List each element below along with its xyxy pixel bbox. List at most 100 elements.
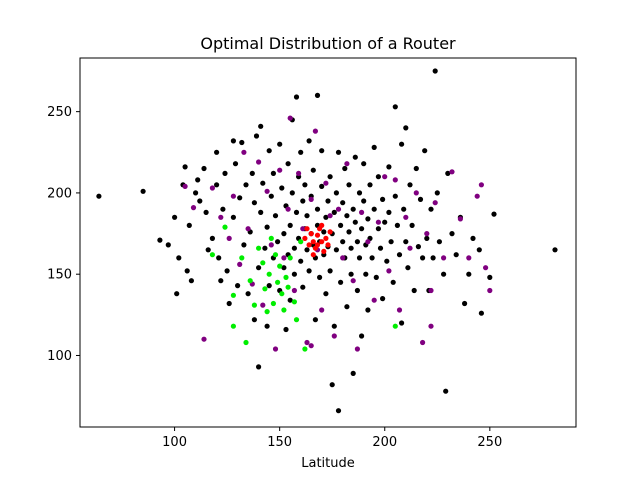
- data-point: [289, 190, 295, 196]
- data-point: [277, 167, 283, 173]
- data-point: [241, 149, 247, 155]
- data-point: [300, 198, 306, 204]
- data-point: [308, 196, 314, 202]
- data-point: [420, 339, 426, 346]
- data-point: [432, 200, 438, 206]
- data-point: [449, 169, 455, 175]
- data-point: [308, 231, 314, 237]
- data-point: [443, 388, 449, 394]
- data-point: [327, 268, 333, 274]
- data-point: [312, 317, 318, 323]
- data-point: [386, 164, 392, 170]
- data-point: [193, 190, 199, 196]
- data-point: [333, 247, 339, 253]
- data-point: [283, 274, 289, 280]
- data-point: [457, 216, 463, 222]
- data-point: [230, 323, 236, 329]
- data-point: [218, 214, 224, 220]
- data-point: [266, 283, 272, 289]
- data-point: [291, 271, 297, 277]
- data-point: [386, 268, 392, 274]
- data-point: [247, 278, 253, 284]
- data-point: [304, 226, 310, 232]
- data-point: [188, 278, 194, 284]
- data-point: [399, 141, 405, 147]
- data-point: [296, 170, 302, 176]
- data-point: [157, 237, 163, 243]
- data-point: [235, 283, 241, 289]
- data-point: [302, 182, 308, 188]
- data-point: [184, 268, 190, 274]
- data-point: [487, 274, 493, 280]
- data-point: [411, 287, 417, 294]
- data-point: [415, 244, 421, 250]
- data-point: [476, 247, 482, 253]
- data-point: [256, 245, 262, 251]
- data-point: [371, 206, 377, 212]
- x-tick-label: 200: [372, 435, 397, 450]
- data-point: [268, 242, 274, 248]
- data-point: [352, 219, 358, 225]
- data-point: [392, 323, 398, 329]
- data-point: [251, 302, 257, 308]
- data-point: [331, 209, 337, 215]
- data-point: [487, 287, 493, 294]
- data-point: [209, 252, 215, 258]
- data-point: [241, 242, 247, 248]
- data-point: [302, 346, 308, 352]
- data-point: [342, 165, 348, 172]
- data-point: [478, 310, 484, 316]
- data-point: [182, 183, 188, 189]
- chart-title: Optimal Distribution of a Router: [200, 34, 456, 53]
- data-point: [432, 68, 438, 74]
- data-point: [258, 123, 264, 129]
- data-point: [312, 128, 318, 134]
- data-point: [275, 239, 281, 245]
- data-point: [281, 265, 287, 271]
- data-point: [279, 185, 285, 191]
- data-point: [375, 174, 381, 180]
- data-point: [308, 343, 314, 349]
- data-point: [363, 271, 369, 277]
- data-point: [306, 242, 312, 248]
- data-point: [245, 291, 251, 297]
- y-axis: 100 150 200 250: [47, 105, 80, 364]
- data-point: [365, 307, 371, 313]
- data-point: [377, 245, 384, 251]
- data-point: [396, 252, 403, 258]
- data-point: [338, 279, 344, 285]
- data-point: [310, 252, 316, 258]
- data-point: [356, 255, 363, 261]
- data-point: [340, 255, 346, 261]
- data-point: [428, 206, 434, 212]
- data-point: [369, 255, 375, 261]
- data-point: [197, 198, 203, 204]
- data-point: [338, 222, 344, 228]
- data-point: [359, 226, 365, 232]
- data-point: [216, 255, 222, 261]
- data-point: [230, 214, 236, 220]
- data-point: [256, 159, 262, 165]
- data-point: [264, 224, 270, 230]
- data-point: [344, 213, 350, 219]
- data-point: [335, 408, 342, 414]
- data-point: [352, 154, 358, 160]
- data-point: [478, 182, 484, 188]
- data-point: [281, 255, 287, 261]
- data-point: [209, 185, 215, 191]
- data-point: [350, 370, 356, 376]
- data-point: [409, 222, 415, 228]
- data-point: [462, 300, 468, 307]
- data-point: [258, 209, 264, 215]
- data-point: [424, 235, 430, 241]
- data-point: [249, 170, 255, 176]
- data-point: [340, 200, 346, 206]
- data-point: [434, 190, 440, 196]
- data-point: [243, 182, 249, 188]
- data-point: [449, 231, 455, 237]
- data-point: [300, 226, 306, 232]
- data-point: [287, 222, 293, 228]
- data-point: [380, 196, 386, 202]
- data-point: [291, 299, 297, 305]
- data-point: [323, 235, 329, 241]
